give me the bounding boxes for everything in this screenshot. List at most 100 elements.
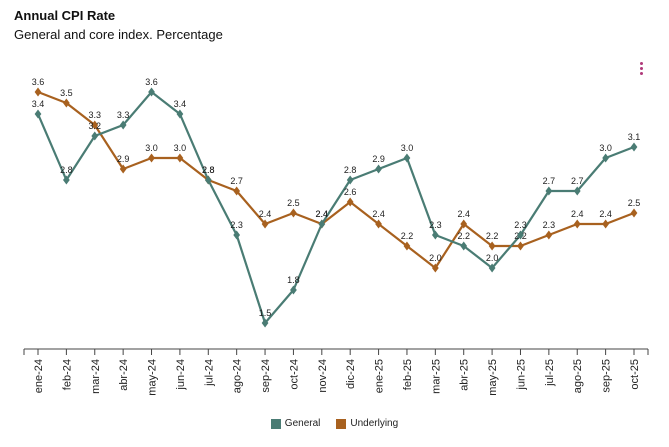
data-label-general: 2.3 — [230, 220, 243, 230]
data-point-underlying — [346, 197, 354, 207]
legend-swatch-general — [270, 418, 281, 429]
data-label-general: 2.4 — [316, 209, 329, 219]
x-tick-label: jun-25 — [515, 359, 527, 391]
data-point-general — [290, 285, 297, 295]
x-tick-label: jul-25 — [544, 359, 556, 387]
x-tick-label: mar-24 — [90, 359, 102, 394]
data-label-general: 3.6 — [145, 77, 158, 87]
data-point-underlying — [431, 263, 439, 273]
legend-swatch-underlying — [336, 418, 347, 429]
x-tick-label: may-25 — [487, 359, 499, 396]
data-label-general: 2.8 — [202, 165, 215, 175]
data-point-underlying — [460, 219, 468, 229]
data-label-underlying: 2.8 — [202, 165, 215, 175]
data-label-underlying: 2.4 — [571, 209, 584, 219]
x-tick-label: dic-24 — [345, 359, 357, 389]
x-tick-label: oct-25 — [629, 359, 641, 390]
data-point-underlying — [602, 219, 609, 229]
data-label-general: 3.4 — [32, 99, 45, 109]
data-point-underlying — [148, 153, 155, 163]
data-label-underlying: 2.0 — [429, 253, 442, 263]
data-label-general: 3.4 — [174, 99, 187, 109]
data-label-general: 3.1 — [628, 132, 641, 142]
x-tick-label: mar-25 — [430, 359, 442, 394]
data-label-underlying: 3.5 — [60, 88, 73, 98]
data-label-general: 2.0 — [486, 253, 499, 263]
data-point-underlying — [517, 241, 524, 251]
data-label-underlying: 2.4 — [457, 209, 470, 219]
x-tick-label: ene-24 — [33, 359, 45, 393]
data-point-general — [375, 164, 382, 174]
data-point-underlying — [375, 219, 382, 229]
data-point-underlying — [403, 241, 411, 251]
data-point-general — [119, 120, 127, 130]
data-point-underlying — [34, 87, 42, 97]
data-label-underlying: 3.0 — [174, 143, 187, 153]
data-label-general: 3.2 — [89, 121, 102, 131]
data-label-general: 1.8 — [287, 275, 300, 285]
more-vertical-icon[interactable] — [639, 62, 645, 78]
x-tick-label: ago-25 — [572, 359, 584, 393]
x-tick-label: ago-24 — [232, 359, 244, 393]
data-point-underlying — [545, 230, 553, 240]
data-label-underlying: 2.4 — [316, 209, 329, 219]
legend-item-general[interactable]: General — [270, 418, 320, 429]
x-tick-label: abr-25 — [459, 359, 471, 391]
data-point-underlying — [488, 241, 496, 251]
data-label-underlying: 2.4 — [259, 209, 272, 219]
legend-label-underlying: Underlying — [350, 418, 399, 429]
data-label-general: 3.0 — [599, 143, 612, 153]
data-point-general — [148, 87, 155, 97]
data-label-underlying: 3.3 — [89, 110, 102, 120]
x-tick-label: ene-25 — [374, 359, 386, 393]
data-point-general — [517, 230, 524, 240]
data-point-general — [460, 241, 468, 251]
data-label-general: 2.3 — [429, 220, 442, 230]
x-tick-label: oct-24 — [288, 359, 300, 390]
data-label-general: 2.9 — [372, 154, 385, 164]
data-point-underlying — [176, 153, 184, 163]
data-label-general: 2.7 — [543, 176, 556, 186]
data-label-underlying: 3.0 — [145, 143, 158, 153]
data-point-general — [573, 186, 581, 196]
data-point-underlying — [233, 186, 241, 196]
x-tick-label: sep-24 — [260, 359, 272, 393]
data-label-underlying: 2.2 — [486, 231, 499, 241]
data-label-underlying: 2.5 — [287, 198, 300, 208]
data-point-underlying — [261, 219, 269, 229]
x-tick-label: feb-25 — [402, 359, 414, 390]
data-label-underlying: 2.3 — [543, 220, 556, 230]
data-point-underlying — [91, 120, 99, 130]
data-point-underlying — [63, 98, 70, 108]
data-label-underlying: 2.5 — [628, 198, 641, 208]
data-point-underlying — [573, 219, 581, 229]
line-chart: ene-24 feb-24 mar-24 abr-24 may-24 jun-24 jul-… — [23, 77, 649, 396]
x-tick-label: abr-24 — [118, 359, 130, 391]
chart-title: Annual CPI Rate — [14, 8, 116, 23]
data-label-underlying: 2.4 — [599, 209, 612, 219]
data-point-general — [176, 109, 184, 119]
legend-item-underlying[interactable]: Underlying — [336, 418, 398, 429]
series-line-general — [36, 90, 635, 325]
data-label-general: 1.5 — [259, 308, 272, 318]
x-tick-label: feb-24 — [61, 359, 73, 390]
data-point-general — [431, 230, 439, 240]
x-tick-label: jul-24 — [203, 359, 215, 387]
data-point-general — [630, 142, 638, 152]
data-label-general: 2.3 — [514, 220, 527, 230]
data-point-underlying — [290, 208, 297, 218]
data-label-general: 3.0 — [401, 143, 414, 153]
data-point-general — [602, 153, 609, 163]
data-point-general — [488, 263, 496, 273]
chart-legend: General Underlying — [0, 418, 669, 429]
data-point-general — [346, 175, 354, 185]
data-label-underlying: 3.6 — [32, 77, 45, 87]
data-label-general: 2.8 — [344, 165, 357, 175]
data-label-underlying: 2.9 — [117, 154, 130, 164]
x-tick-label: may-24 — [147, 359, 159, 396]
data-point-general — [261, 318, 269, 328]
data-label-underlying: 2.2 — [401, 231, 414, 241]
data-point-general — [318, 219, 326, 229]
chart-subtitle: General and core index. Percentage — [14, 27, 223, 42]
x-tick-label: jun-24 — [175, 359, 187, 391]
